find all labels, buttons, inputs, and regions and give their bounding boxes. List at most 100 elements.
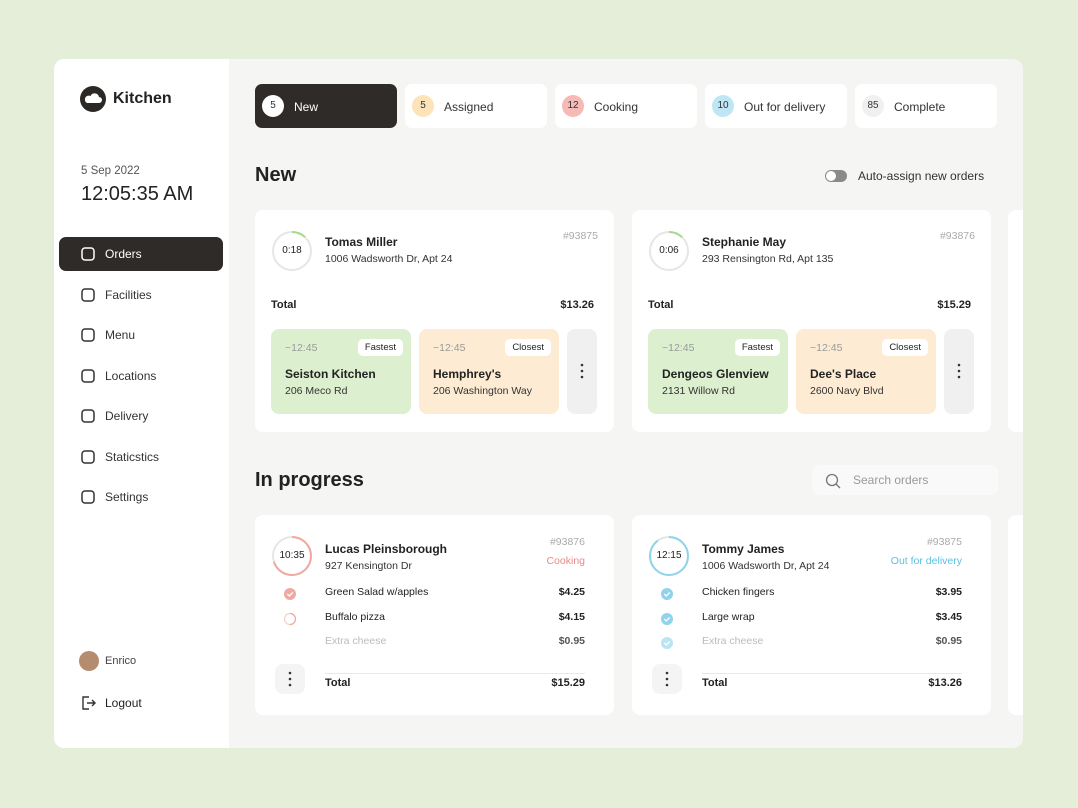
total-value: $13.26 bbox=[928, 677, 962, 689]
section-title: New bbox=[255, 164, 297, 186]
nav-icon bbox=[80, 246, 96, 262]
timer-svg bbox=[272, 536, 312, 576]
search-icon bbox=[825, 473, 841, 489]
option-name: Dengeos Glenview bbox=[662, 367, 769, 381]
total-label: Total bbox=[271, 299, 297, 311]
nav-icon-svg bbox=[81, 287, 95, 302]
option-address: 2600 Navy Blvd bbox=[810, 385, 884, 397]
divider bbox=[325, 673, 585, 674]
timer-text: 10:35 bbox=[279, 550, 305, 561]
item-name: Chicken fingers bbox=[702, 586, 775, 598]
nav-label: Staticstics bbox=[105, 449, 160, 464]
item-status-icon bbox=[660, 587, 674, 601]
tab-count-badge: 12 bbox=[562, 95, 584, 117]
nav-icon-svg bbox=[81, 368, 95, 383]
item-status-icon bbox=[660, 636, 674, 650]
item-price: $3.45 bbox=[935, 610, 962, 623]
nav-icon bbox=[80, 368, 96, 384]
tab-count: 5 bbox=[270, 100, 276, 111]
tab-label: New bbox=[294, 100, 319, 114]
order-status: Out for delivery bbox=[890, 555, 962, 567]
total-value: $13.26 bbox=[560, 299, 594, 311]
kitchen-option[interactable]: ~12:45 Closest Dee's Place 2600 Navy Blvd bbox=[796, 329, 936, 414]
timer: 0:06 bbox=[648, 230, 690, 272]
item-status-icon bbox=[283, 587, 297, 601]
logout-icon bbox=[80, 695, 96, 711]
search-box[interactable]: Search orders bbox=[812, 465, 998, 495]
status-tab[interactable]: 85 Complete bbox=[855, 84, 997, 128]
nav-icon bbox=[80, 449, 96, 465]
order-card-partial bbox=[1008, 210, 1023, 432]
item-status-icon-svg bbox=[283, 612, 297, 625]
nav-icon-svg bbox=[81, 409, 95, 423]
nav-item[interactable]: Orders bbox=[59, 237, 223, 271]
customer-name: Tommy James bbox=[702, 542, 785, 556]
item-price: $0.95 bbox=[935, 635, 962, 647]
item-price: $0.95 bbox=[558, 635, 585, 647]
timer-svg bbox=[649, 231, 689, 271]
option-tag: Closest bbox=[505, 339, 551, 356]
nav-item[interactable]: Settings bbox=[59, 480, 223, 514]
option-eta: ~12:45 bbox=[433, 342, 466, 354]
order-card: 0:06 Stephanie May 293 Rensington Rd, Apt … bbox=[632, 210, 991, 432]
order-card: 12:15 Tommy James 1006 Wadsworth Dr, Apt 2… bbox=[632, 515, 991, 715]
option-address: 2131 Willow Rd bbox=[662, 385, 735, 397]
more-options-svg bbox=[288, 671, 292, 687]
tab-label: Cooking bbox=[594, 100, 639, 114]
nav-icon-svg bbox=[81, 449, 95, 464]
timer-svg bbox=[649, 536, 689, 576]
order-card-partial bbox=[1008, 515, 1023, 715]
order-id: #93876 bbox=[939, 230, 975, 242]
kitchen-option[interactable]: ~12:45 Fastest Seiston Kitchen 206 Meco Rd bbox=[271, 329, 411, 414]
status-tab[interactable]: 10 Out for delivery bbox=[705, 84, 847, 128]
option-name: Seiston Kitchen bbox=[285, 367, 376, 381]
nav-label: Orders bbox=[105, 247, 142, 261]
auto-assign-toggle[interactable] bbox=[825, 170, 847, 182]
tab-count-badge: 5 bbox=[412, 95, 434, 117]
tab-label: Assigned bbox=[444, 100, 494, 114]
status-tab[interactable]: 12 Cooking bbox=[555, 84, 697, 128]
more-options-svg bbox=[580, 363, 584, 379]
total-label: Total bbox=[648, 299, 674, 311]
nav-label: Menu bbox=[105, 328, 136, 342]
logout-icon-svg bbox=[82, 696, 96, 710]
nav-icon bbox=[80, 489, 96, 505]
item-name: Extra cheese bbox=[325, 635, 387, 647]
more-options bbox=[275, 664, 305, 694]
customer-address: 1006 Wadsworth Dr, Apt 24 bbox=[325, 253, 453, 265]
timer-text: 0:18 bbox=[282, 245, 302, 256]
kitchen-option[interactable]: ~12:45 Fastest Dengeos Glenview 2131 Willow… bbox=[648, 329, 788, 414]
item-name: Extra cheese bbox=[702, 635, 764, 647]
nav-item[interactable]: Staticstics bbox=[59, 440, 223, 474]
total-label: Total bbox=[325, 677, 351, 689]
nav-label: Delivery bbox=[105, 409, 149, 423]
item-status-icon-svg bbox=[661, 637, 673, 649]
logout[interactable]: Logout bbox=[74, 692, 174, 714]
kitchen-option[interactable]: ~12:45 Closest Hemphrey's 206 Washington Wa… bbox=[419, 329, 559, 414]
status-tab[interactable]: 5 Assigned bbox=[405, 84, 547, 128]
nav-item[interactable]: Menu bbox=[59, 318, 223, 352]
order-status: Cooking bbox=[546, 555, 585, 567]
nav-item[interactable]: Facilities bbox=[59, 278, 223, 312]
divider bbox=[702, 673, 962, 674]
tab-count-badge: 5 bbox=[262, 95, 284, 117]
order-card: 0:18 Tomas Miller 1006 Wadsworth Dr, Apt 2… bbox=[255, 210, 614, 432]
item-status-icon-svg bbox=[661, 588, 673, 600]
item-name: Green Salad w/apples bbox=[325, 586, 429, 598]
status-tab[interactable]: 5 New bbox=[255, 84, 397, 128]
more-options bbox=[652, 664, 682, 694]
item-status-icon-svg bbox=[284, 588, 296, 600]
timer-svg bbox=[272, 231, 312, 271]
item-status-icon bbox=[660, 612, 674, 626]
nav-icon bbox=[80, 408, 96, 424]
option-tag: Fastest bbox=[357, 339, 403, 356]
option-name: Dee's Place bbox=[810, 367, 877, 381]
option-eta: ~12:45 bbox=[810, 342, 843, 354]
timer: 12:15 bbox=[648, 535, 690, 577]
section-title: In progress bbox=[255, 469, 364, 491]
nav-item[interactable]: Locations bbox=[59, 359, 223, 393]
item-price: $3.95 bbox=[935, 586, 962, 598]
nav-item[interactable]: Delivery bbox=[59, 399, 223, 433]
tab-count: 5 bbox=[420, 100, 426, 111]
